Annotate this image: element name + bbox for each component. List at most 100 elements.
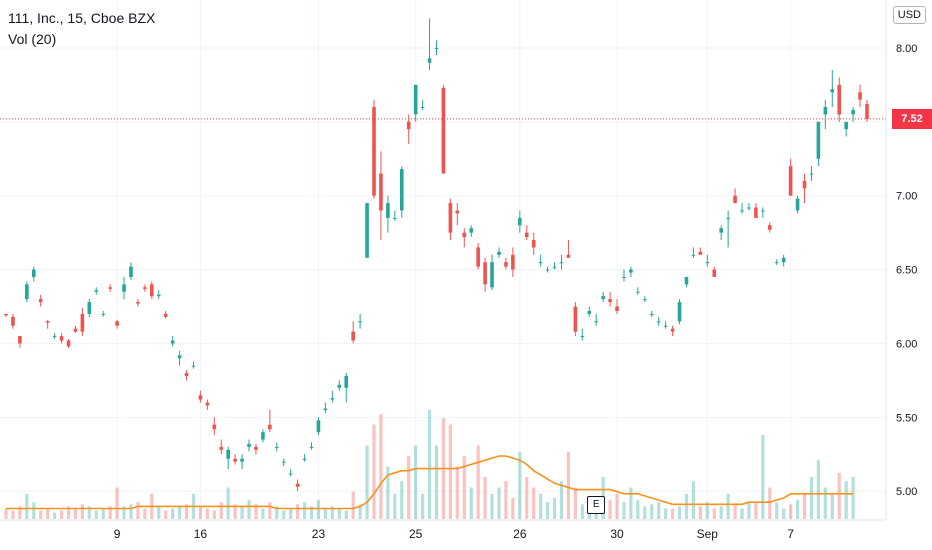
candle-body <box>358 321 362 323</box>
candle <box>656 316 661 326</box>
candle <box>66 339 71 348</box>
volume-bar <box>490 493 494 519</box>
candle-body <box>497 251 501 255</box>
candle-body <box>559 262 564 264</box>
volume-bar <box>25 493 29 519</box>
candle-body <box>643 299 647 301</box>
volume-bar <box>747 502 751 519</box>
volume-bar <box>372 424 376 519</box>
price-axis[interactable]: 8.007.507.006.506.005.505.00 <box>885 0 917 520</box>
volume-bar <box>46 508 50 519</box>
volume-bar <box>414 445 418 519</box>
candle <box>177 350 182 366</box>
candle-body <box>483 262 487 285</box>
time-tick-label: 30 <box>610 527 624 541</box>
volume-bar <box>59 510 64 519</box>
volume-bar <box>73 508 78 519</box>
candle <box>316 417 321 436</box>
candle <box>684 276 689 288</box>
candle-body <box>566 254 571 258</box>
volume-bar <box>337 508 341 519</box>
candle-body <box>302 458 307 460</box>
candle <box>323 402 328 413</box>
candle <box>490 254 494 291</box>
candle-body <box>837 84 842 115</box>
volume-bar <box>66 506 71 519</box>
time-axis[interactable]: 9 16 23 25 26 30 Sep 7 <box>0 519 886 541</box>
candle-body <box>587 310 592 314</box>
candle <box>372 99 376 199</box>
candle-body <box>511 254 515 270</box>
candle <box>629 266 633 277</box>
candle <box>705 254 710 267</box>
volume-bar <box>4 508 8 519</box>
volume-bar <box>219 502 223 519</box>
volume-bar <box>157 506 161 519</box>
candle-body <box>705 262 710 264</box>
candle-body <box>330 398 335 400</box>
candle-body <box>823 107 828 115</box>
candle-body <box>386 203 390 218</box>
candle-body <box>38 299 43 303</box>
price-tick-label: 8.00 <box>896 43 917 55</box>
candle-body <box>344 375 349 388</box>
candle-body <box>858 92 862 100</box>
volume-bar <box>677 506 682 519</box>
candle <box>830 70 835 108</box>
candle-body <box>45 321 50 323</box>
candle <box>156 290 161 300</box>
price-tick-label: 5.50 <box>896 412 917 424</box>
candle-body <box>767 225 772 230</box>
candle-body <box>670 328 675 332</box>
volume-bar <box>573 487 577 519</box>
earnings-event-badge[interactable]: E <box>587 496 606 514</box>
indicator-title[interactable]: Vol (20) <box>8 31 57 47</box>
candle-body <box>580 336 585 338</box>
candle-body <box>712 269 717 277</box>
candle <box>559 254 564 270</box>
volume-bar <box>80 504 84 519</box>
candle <box>59 333 64 344</box>
candle-body <box>25 284 29 300</box>
candle-body <box>455 210 460 214</box>
volume-bar <box>552 498 557 519</box>
volume-bar <box>177 506 182 519</box>
volume-bar <box>469 487 473 519</box>
volume-bar <box>816 460 820 519</box>
candle <box>52 333 57 340</box>
candle <box>420 99 425 110</box>
time-tick-label: 16 <box>194 527 208 541</box>
candle <box>337 380 342 391</box>
volume-bar <box>421 493 425 519</box>
candle <box>274 442 279 452</box>
candle <box>4 313 8 317</box>
currency-button[interactable]: USD <box>892 6 926 24</box>
candle <box>143 284 147 292</box>
candle <box>622 269 626 282</box>
candle <box>518 210 522 233</box>
candle-body <box>406 121 411 130</box>
candle-body <box>177 355 182 359</box>
candle-body <box>726 217 730 219</box>
candle-body <box>788 166 793 196</box>
volume-bar <box>615 493 619 519</box>
last-price-tag: 7.52 <box>892 108 932 129</box>
volume-bar <box>608 500 612 519</box>
candle-body <box>629 269 633 273</box>
candle <box>268 409 272 433</box>
candle-body <box>73 328 78 332</box>
volume-bar <box>171 508 175 519</box>
volume-bar <box>837 472 841 519</box>
volume-bar <box>823 487 827 519</box>
candle-body <box>393 217 397 219</box>
candle <box>344 373 349 403</box>
candle-body <box>198 395 203 400</box>
candle <box>136 299 140 307</box>
candle <box>406 114 411 144</box>
volume-bar <box>184 504 189 519</box>
candle <box>18 336 22 348</box>
candle <box>747 203 751 211</box>
candle <box>261 429 265 443</box>
symbol-title[interactable]: 111, Inc., 15, Cboe BZX <box>8 10 156 26</box>
